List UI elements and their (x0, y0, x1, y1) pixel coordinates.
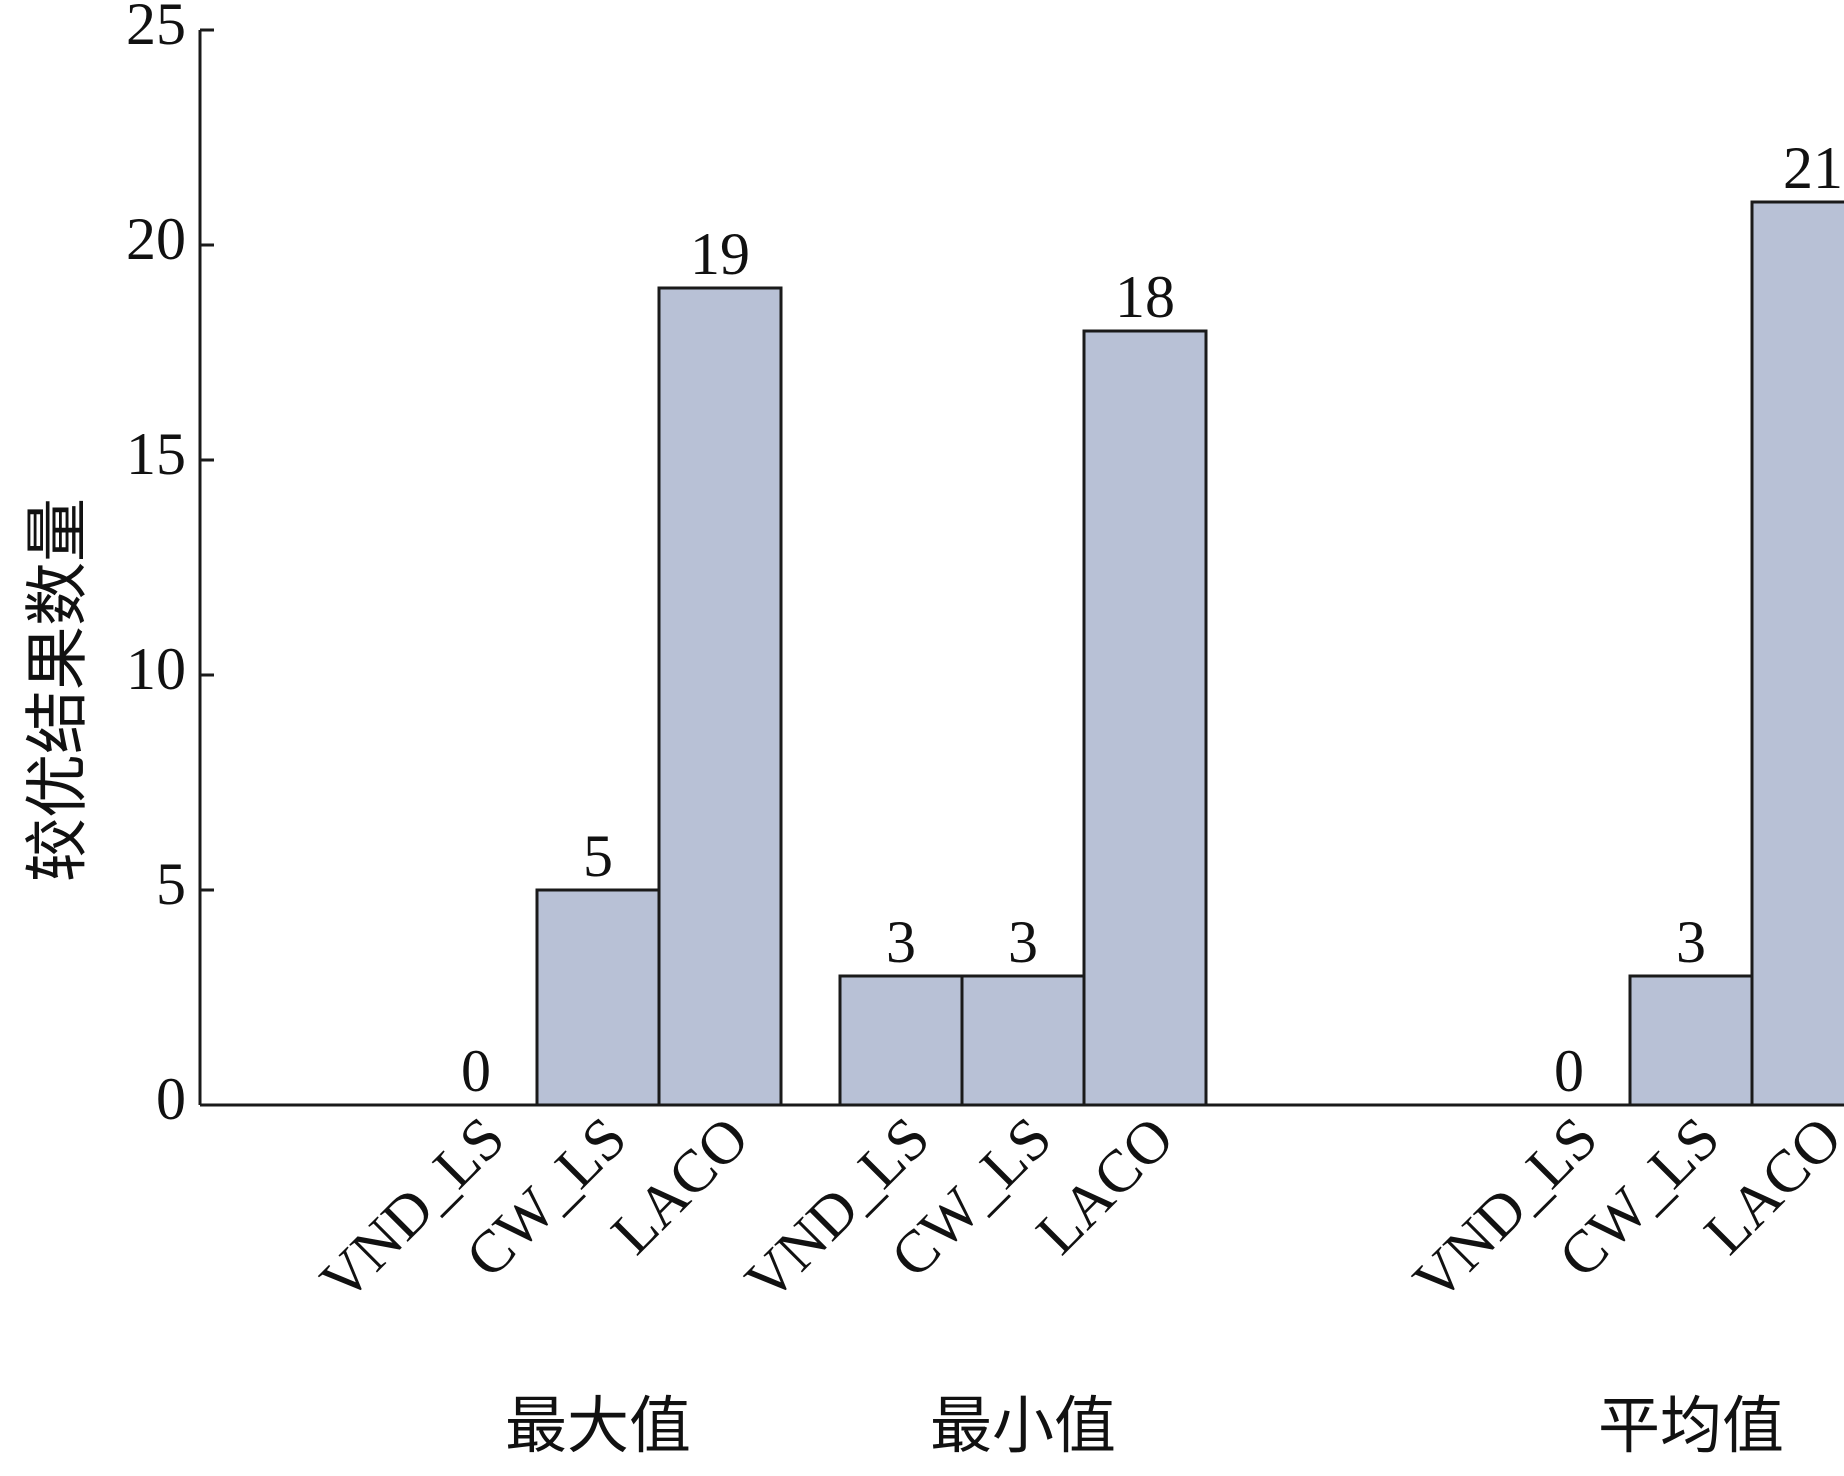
y-tick-label: 25 (126, 0, 186, 57)
bar-value-label: 3 (886, 909, 916, 975)
bar-value-label: 0 (1554, 1038, 1584, 1104)
group-label: 平均值 (1598, 1389, 1784, 1462)
y-axis-title: 较优结果数量 (22, 498, 96, 882)
bar-value-label: 21 (1783, 135, 1843, 201)
y-tick-label: 20 (126, 206, 186, 272)
bar (838, 974, 964, 1107)
bar (1628, 974, 1754, 1107)
y-tick-label: 15 (126, 421, 186, 487)
group-label: 最大值 (505, 1389, 691, 1462)
bar-value-label: 3 (1008, 909, 1038, 975)
bar (960, 974, 1086, 1107)
bar-category-label: VND_LS (308, 1104, 517, 1313)
bar-value-label: 19 (690, 221, 750, 287)
bar (1082, 329, 1208, 1107)
bar-value-label: 18 (1115, 264, 1175, 330)
y-tick-label: 10 (126, 636, 186, 702)
bar-category-label: LACO (1692, 1104, 1844, 1266)
category-labels: VND_LSCW_LSLACO最大值VND_LSCW_LSLACO最小值VND_… (308, 1104, 1844, 1462)
bar-value-label: 0 (461, 1038, 491, 1104)
bar (657, 286, 783, 1107)
bar-category-label: LACO (1024, 1104, 1186, 1266)
bar-category-label: VND_LS (1401, 1104, 1610, 1313)
bars (535, 200, 1844, 1107)
bar (1750, 200, 1844, 1107)
bar-category-label: LACO (599, 1104, 761, 1266)
y-tick-label: 0 (156, 1066, 186, 1132)
group-label: 最小值 (930, 1389, 1116, 1462)
bar-value-label: 3 (1676, 909, 1706, 975)
y-tick-label: 5 (156, 851, 186, 917)
bar-category-label: VND_LS (733, 1104, 942, 1313)
bar (535, 888, 661, 1107)
y-ticks: 0 5 10 15 20 25 (126, 0, 214, 1132)
bar-value-label: 5 (583, 823, 613, 889)
